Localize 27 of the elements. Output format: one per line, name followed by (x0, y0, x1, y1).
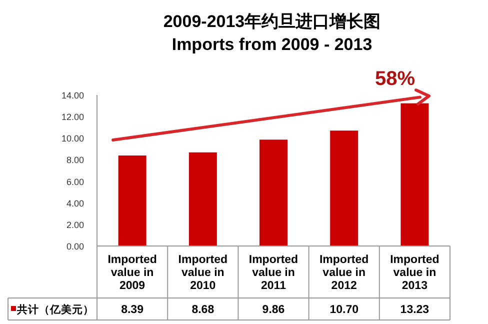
bar (118, 156, 146, 246)
bar (188, 152, 217, 246)
x-tick-label: Imported value in 2011 (248, 254, 298, 292)
y-tick-label: 8.00 (66, 155, 84, 166)
y-tick-label: 12.00 (61, 112, 84, 122)
x-tick-label: Imported value in 2013 (390, 254, 440, 292)
y-tick-label: 0.00 (66, 242, 84, 252)
y-tick-label: 2.00 (66, 220, 84, 230)
chart-title: 2009-2013年约旦进口增长图 (163, 12, 381, 31)
legend-label: 共计（亿美元） (16, 303, 94, 316)
y-tick-label: 4.00 (66, 198, 84, 208)
bar (400, 103, 429, 246)
x-tick-label: Imported value in 2009 (108, 254, 157, 292)
data-label: 8.68 (192, 304, 215, 316)
data-label: 9.86 (262, 304, 285, 316)
chart-subtitle: Imports from 2009 - 2013 (172, 35, 372, 54)
text: 58% (374, 68, 416, 90)
data-label: 13.23 (400, 304, 430, 316)
x-tick-label: Imported value in 2012 (320, 254, 369, 292)
bar (330, 130, 358, 246)
data-label: 10.70 (330, 304, 358, 316)
y-tick-label: 10.00 (61, 134, 84, 144)
y-tick-label: 14.00 (61, 90, 84, 100)
bar (260, 140, 288, 246)
data-label: 8.39 (121, 304, 144, 316)
x-tick-label: Imported value in 2010 (178, 254, 228, 292)
y-tick-label: 6.00 (66, 176, 84, 187)
